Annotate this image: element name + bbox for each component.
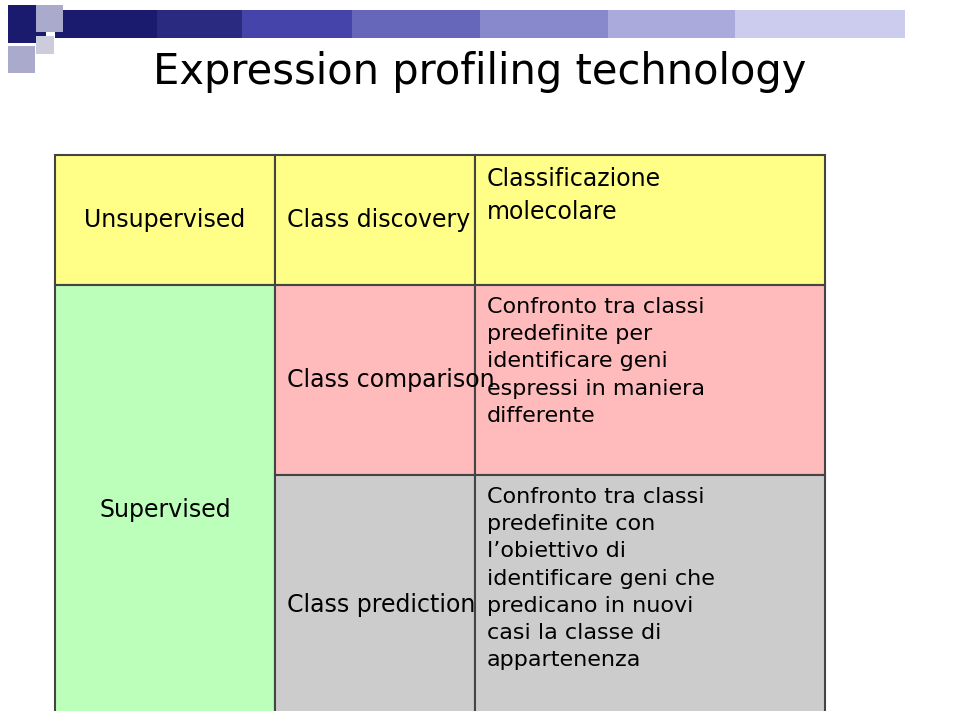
Bar bbox=[608, 10, 735, 38]
Bar bbox=[36, 36, 54, 54]
Bar bbox=[98, 10, 157, 38]
Bar bbox=[352, 10, 480, 38]
Text: Confronto tra classi
predefinite con
l’obiettivo di
identificare geni che
predic: Confronto tra classi predefinite con l’o… bbox=[487, 487, 715, 670]
Bar bbox=[735, 10, 905, 38]
Bar bbox=[275, 155, 475, 285]
Text: Unsupervised: Unsupervised bbox=[84, 208, 246, 232]
Text: Class comparison: Class comparison bbox=[287, 368, 494, 392]
Bar bbox=[275, 475, 475, 711]
Bar bbox=[157, 10, 242, 38]
Bar bbox=[480, 10, 608, 38]
Text: Expression profiling technology: Expression profiling technology bbox=[154, 51, 806, 93]
Bar bbox=[55, 10, 98, 38]
Text: Supervised: Supervised bbox=[99, 498, 230, 522]
Text: Class prediction: Class prediction bbox=[287, 593, 475, 617]
Bar bbox=[36, 5, 63, 32]
Bar bbox=[55, 285, 275, 711]
Text: Classificazione
molecolare: Classificazione molecolare bbox=[487, 167, 661, 223]
Bar bbox=[475, 285, 825, 475]
Bar bbox=[8, 46, 35, 73]
Bar bbox=[55, 155, 275, 285]
Bar bbox=[475, 475, 825, 711]
Bar bbox=[475, 155, 825, 285]
Bar bbox=[8, 5, 46, 43]
Text: Confronto tra classi
predefinite per
identificare geni
espressi in maniera
diffe: Confronto tra classi predefinite per ide… bbox=[487, 297, 705, 426]
Bar bbox=[242, 10, 352, 38]
Bar bbox=[275, 285, 475, 475]
Text: Class discovery: Class discovery bbox=[287, 208, 470, 232]
